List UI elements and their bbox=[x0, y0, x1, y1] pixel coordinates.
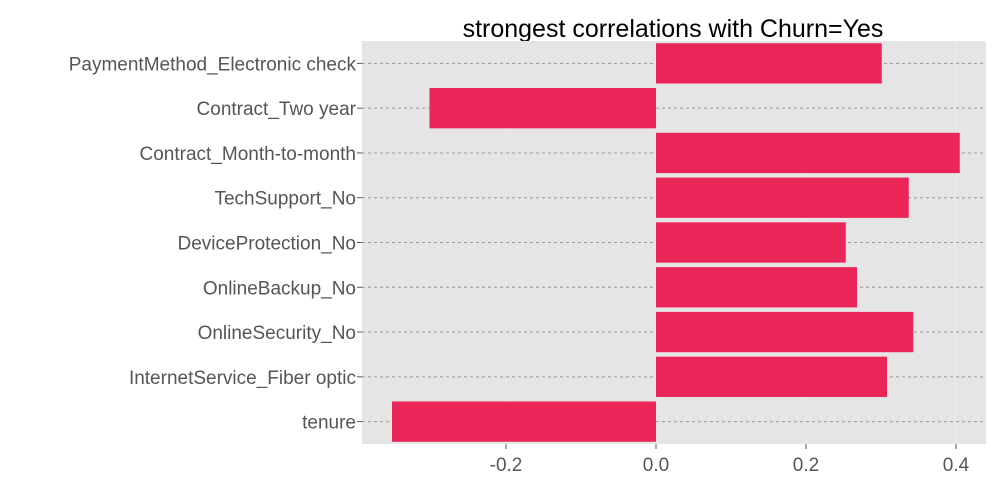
bar bbox=[429, 88, 656, 129]
x-axis-ticks bbox=[505, 444, 957, 449]
bar bbox=[656, 222, 846, 263]
y-tick-label: Contract_Two year bbox=[197, 99, 357, 120]
bar bbox=[656, 356, 887, 397]
y-tick-label: PaymentMethod_Electronic check bbox=[69, 54, 357, 75]
bar bbox=[656, 43, 882, 84]
bar bbox=[656, 177, 909, 218]
y-tick-label: OnlineSecurity_No bbox=[198, 323, 356, 344]
chart-title: strongest correlations with Churn=Yes bbox=[463, 15, 884, 43]
y-axis-labels: PaymentMethod_Electronic check Contract_T… bbox=[69, 54, 357, 433]
bars bbox=[392, 43, 960, 442]
bar bbox=[656, 132, 960, 174]
x-tick-label: 0.4 bbox=[943, 455, 970, 476]
x-tick-label: -0.2 bbox=[490, 455, 523, 476]
x-tick-label: 0.0 bbox=[643, 455, 669, 476]
bar bbox=[656, 267, 857, 308]
bar bbox=[656, 311, 914, 353]
y-tick-label: InternetService_Fiber optic bbox=[129, 368, 356, 389]
bar bbox=[392, 401, 656, 442]
y-tick-label: TechSupport_No bbox=[214, 189, 356, 210]
x-tick-label: 0.2 bbox=[793, 455, 819, 476]
y-axis-ticks bbox=[357, 62, 362, 423]
y-tick-label: Contract_Month-to-month bbox=[140, 144, 357, 165]
x-axis-labels: -0.2 0.0 0.2 0.4 bbox=[490, 455, 970, 476]
y-tick-label: tenure bbox=[302, 413, 356, 434]
y-tick-label: OnlineBackup_No bbox=[203, 278, 356, 299]
y-tick-label: DeviceProtection_No bbox=[178, 234, 356, 255]
